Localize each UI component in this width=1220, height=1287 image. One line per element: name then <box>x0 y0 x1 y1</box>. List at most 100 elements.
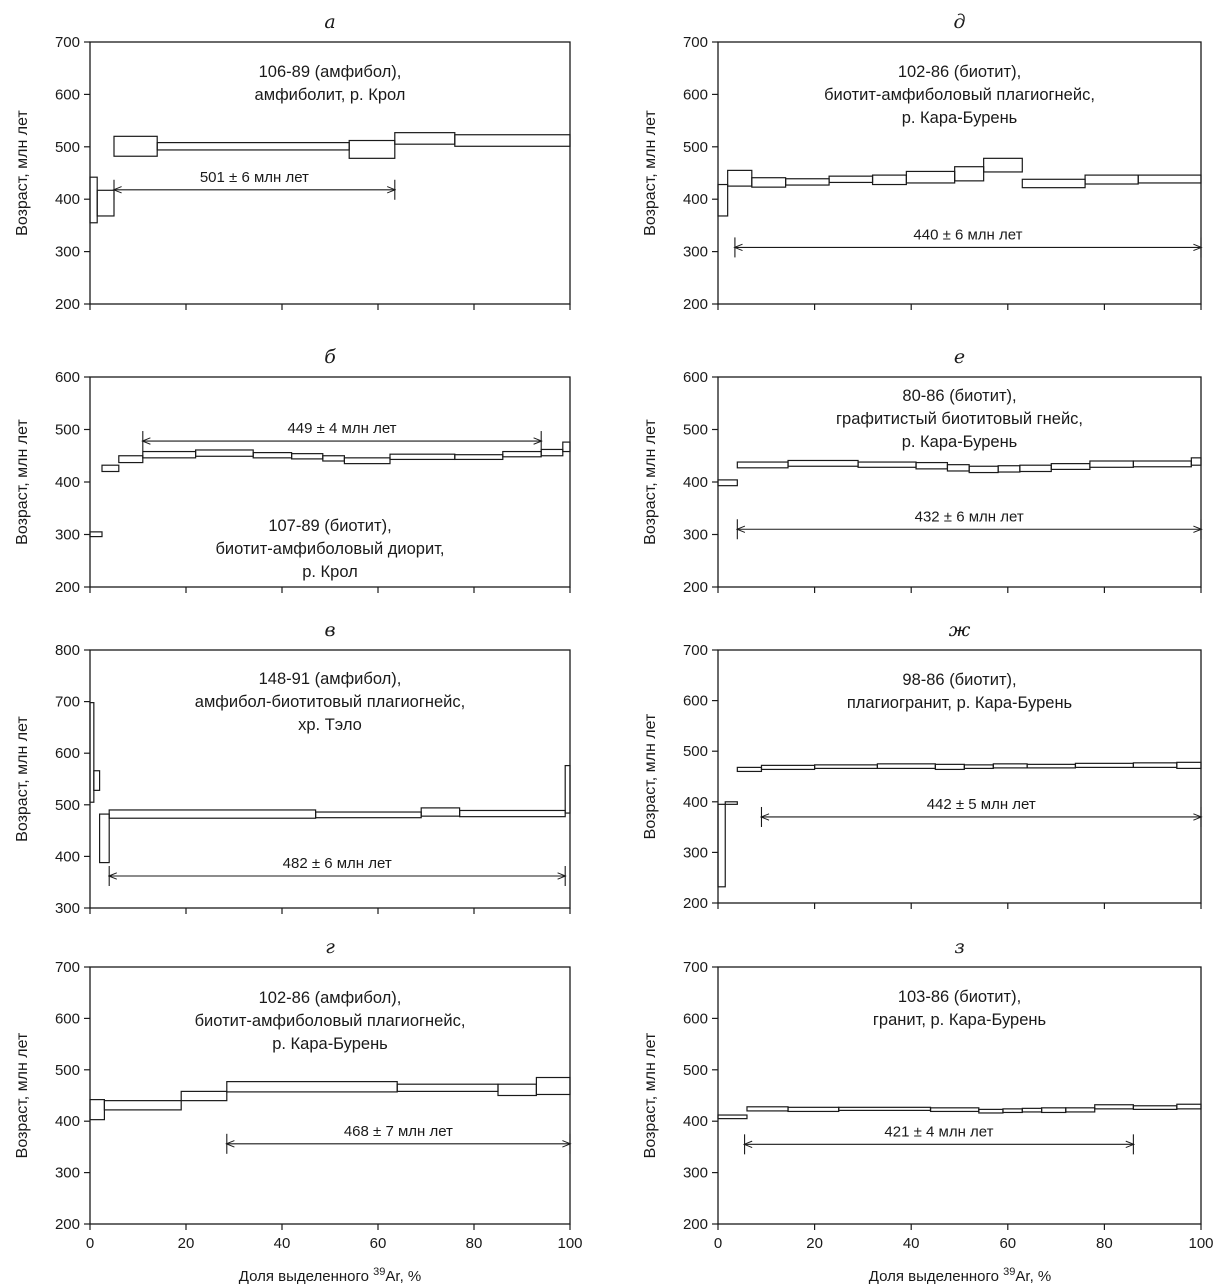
x-tick-label: 0 <box>86 1235 94 1252</box>
y-tick-label: 300 <box>683 244 708 261</box>
y-tick-label: 700 <box>683 959 708 976</box>
y-tick-label: 600 <box>683 693 708 710</box>
step-box <box>322 455 345 462</box>
x-tick-label: 20 <box>806 1235 823 1252</box>
step-box <box>118 455 144 464</box>
sample-annotation-line: 148-91 (амфибол), <box>259 670 402 688</box>
step-box <box>343 457 391 465</box>
y-tick-label: 500 <box>55 1062 80 1079</box>
x-tick-label: 80 <box>1096 1235 1113 1252</box>
step-box <box>1074 762 1134 768</box>
y-tick-label: 200 <box>683 296 708 313</box>
x-tick-label: 0 <box>714 1235 722 1252</box>
plateau-label: 440 ± 6 млн лет <box>913 226 1022 243</box>
x-tick-label: 60 <box>370 1235 387 1252</box>
panel-1: а 200 300 400 500 600 700 Возраст, млн лет 501 ±… <box>14 11 571 313</box>
step-box <box>142 450 197 459</box>
sample-annotation-line: 80-86 (биотит), <box>902 387 1016 405</box>
step-box <box>1084 174 1139 185</box>
sample-annotation-line: амфибол-биотитовый плагиогнейс, <box>195 693 465 711</box>
panel-letter: ж <box>949 619 971 641</box>
step-box <box>89 1099 105 1121</box>
sample-annotation-line: биотит-амфиболовый плагиогнейс, <box>195 1012 466 1030</box>
step-box <box>1019 464 1052 473</box>
y-tick-label: 600 <box>683 86 708 103</box>
y-tick-label: 700 <box>683 642 708 659</box>
step-box <box>946 464 970 472</box>
step-box <box>736 461 789 469</box>
y-tick-label: 700 <box>55 34 80 51</box>
y-tick-label: 500 <box>683 139 708 156</box>
step-box <box>156 142 350 151</box>
step-box <box>89 531 103 538</box>
step-box <box>394 132 456 145</box>
step-box <box>1132 1105 1178 1110</box>
step-box <box>535 1076 571 1096</box>
y-tick-label: 500 <box>55 422 80 439</box>
y-tick-label: 400 <box>55 191 80 208</box>
step-box <box>1002 1108 1023 1114</box>
y-tick-label: 400 <box>683 794 708 811</box>
sample-annotation-line: биотит-амфиболовый плагиогнейс, <box>824 86 1095 104</box>
x-tick-label: 60 <box>999 1235 1016 1252</box>
step-box <box>101 464 120 473</box>
y-tick-label: 300 <box>683 527 708 544</box>
y-tick-label: 400 <box>55 474 80 491</box>
step-box <box>195 449 254 457</box>
panel-letter: г <box>325 936 335 958</box>
plot-frame <box>717 649 1202 904</box>
step-box <box>1132 762 1178 768</box>
y-tick-label: 400 <box>55 848 80 865</box>
step-box <box>103 1100 182 1111</box>
y-tick-label: 200 <box>55 1216 80 1233</box>
y-axis-label: Возраст, млн лет <box>642 713 659 839</box>
step-box <box>915 461 949 470</box>
step-box <box>89 176 98 224</box>
sample-annotation-line: биотит-амфиболовый диорит, <box>215 540 444 558</box>
y-tick-label: 200 <box>683 895 708 912</box>
step-box <box>291 453 324 460</box>
step-box <box>562 441 571 453</box>
step-box <box>813 764 878 770</box>
step-box <box>89 702 95 803</box>
y-tick-label: 200 <box>55 296 80 313</box>
step-box <box>857 461 917 468</box>
step-box <box>717 479 738 487</box>
step-box <box>871 174 907 186</box>
y-tick-label: 300 <box>55 1165 80 1182</box>
plateau-label: 442 ± 5 млн лет <box>927 796 1036 813</box>
panel-5: в 300 400 500 600 700 800 Возраст, млн лет 482 ±… <box>14 619 571 917</box>
plateau-label: 468 ± 7 млн лет <box>344 1123 453 1140</box>
sample-annotation-line: амфиболит, р. Крол <box>255 86 406 104</box>
plateau-label: 501 ± 6 млн лет <box>200 169 309 186</box>
sample-annotation-line: 102-86 (биотит), <box>898 63 1021 81</box>
panel-letter: б <box>324 346 336 368</box>
y-tick-label: 700 <box>55 694 80 711</box>
y-tick-label: 500 <box>55 139 80 156</box>
y-tick-label: 600 <box>55 86 80 103</box>
step-box <box>992 763 1028 769</box>
y-tick-label: 500 <box>683 1062 708 1079</box>
panel-letter: з <box>954 936 964 958</box>
step-box <box>252 452 293 459</box>
step-box <box>929 1107 980 1113</box>
y-tick-label: 400 <box>683 191 708 208</box>
plateau-label: 482 ± 6 млн лет <box>283 855 392 872</box>
sample-annotation-line: р. Кара-Бурень <box>272 1035 388 1053</box>
y-axis-label: Возраст, млн лет <box>642 419 659 545</box>
panel-3: б 200 300 400 500 600 Возраст, млн лет 449 ± 4 … <box>14 346 571 596</box>
step-box <box>1050 463 1091 471</box>
y-tick-label: 200 <box>683 1216 708 1233</box>
step-box <box>717 183 729 217</box>
y-axis-label: Возраст, млн лет <box>14 419 31 545</box>
step-box <box>93 770 101 791</box>
step-box <box>396 1083 499 1092</box>
sample-annotation-line: р. Кара-Бурень <box>902 433 1018 451</box>
step-box <box>389 453 456 461</box>
plot-frame <box>89 966 571 1225</box>
step-box <box>459 809 566 818</box>
panel-4: е 200 300 400 500 600 Возраст, млн лет 432 ± 6 … <box>642 346 1201 596</box>
y-tick-label: 400 <box>683 1113 708 1130</box>
x-tick-label: 100 <box>557 1235 582 1252</box>
